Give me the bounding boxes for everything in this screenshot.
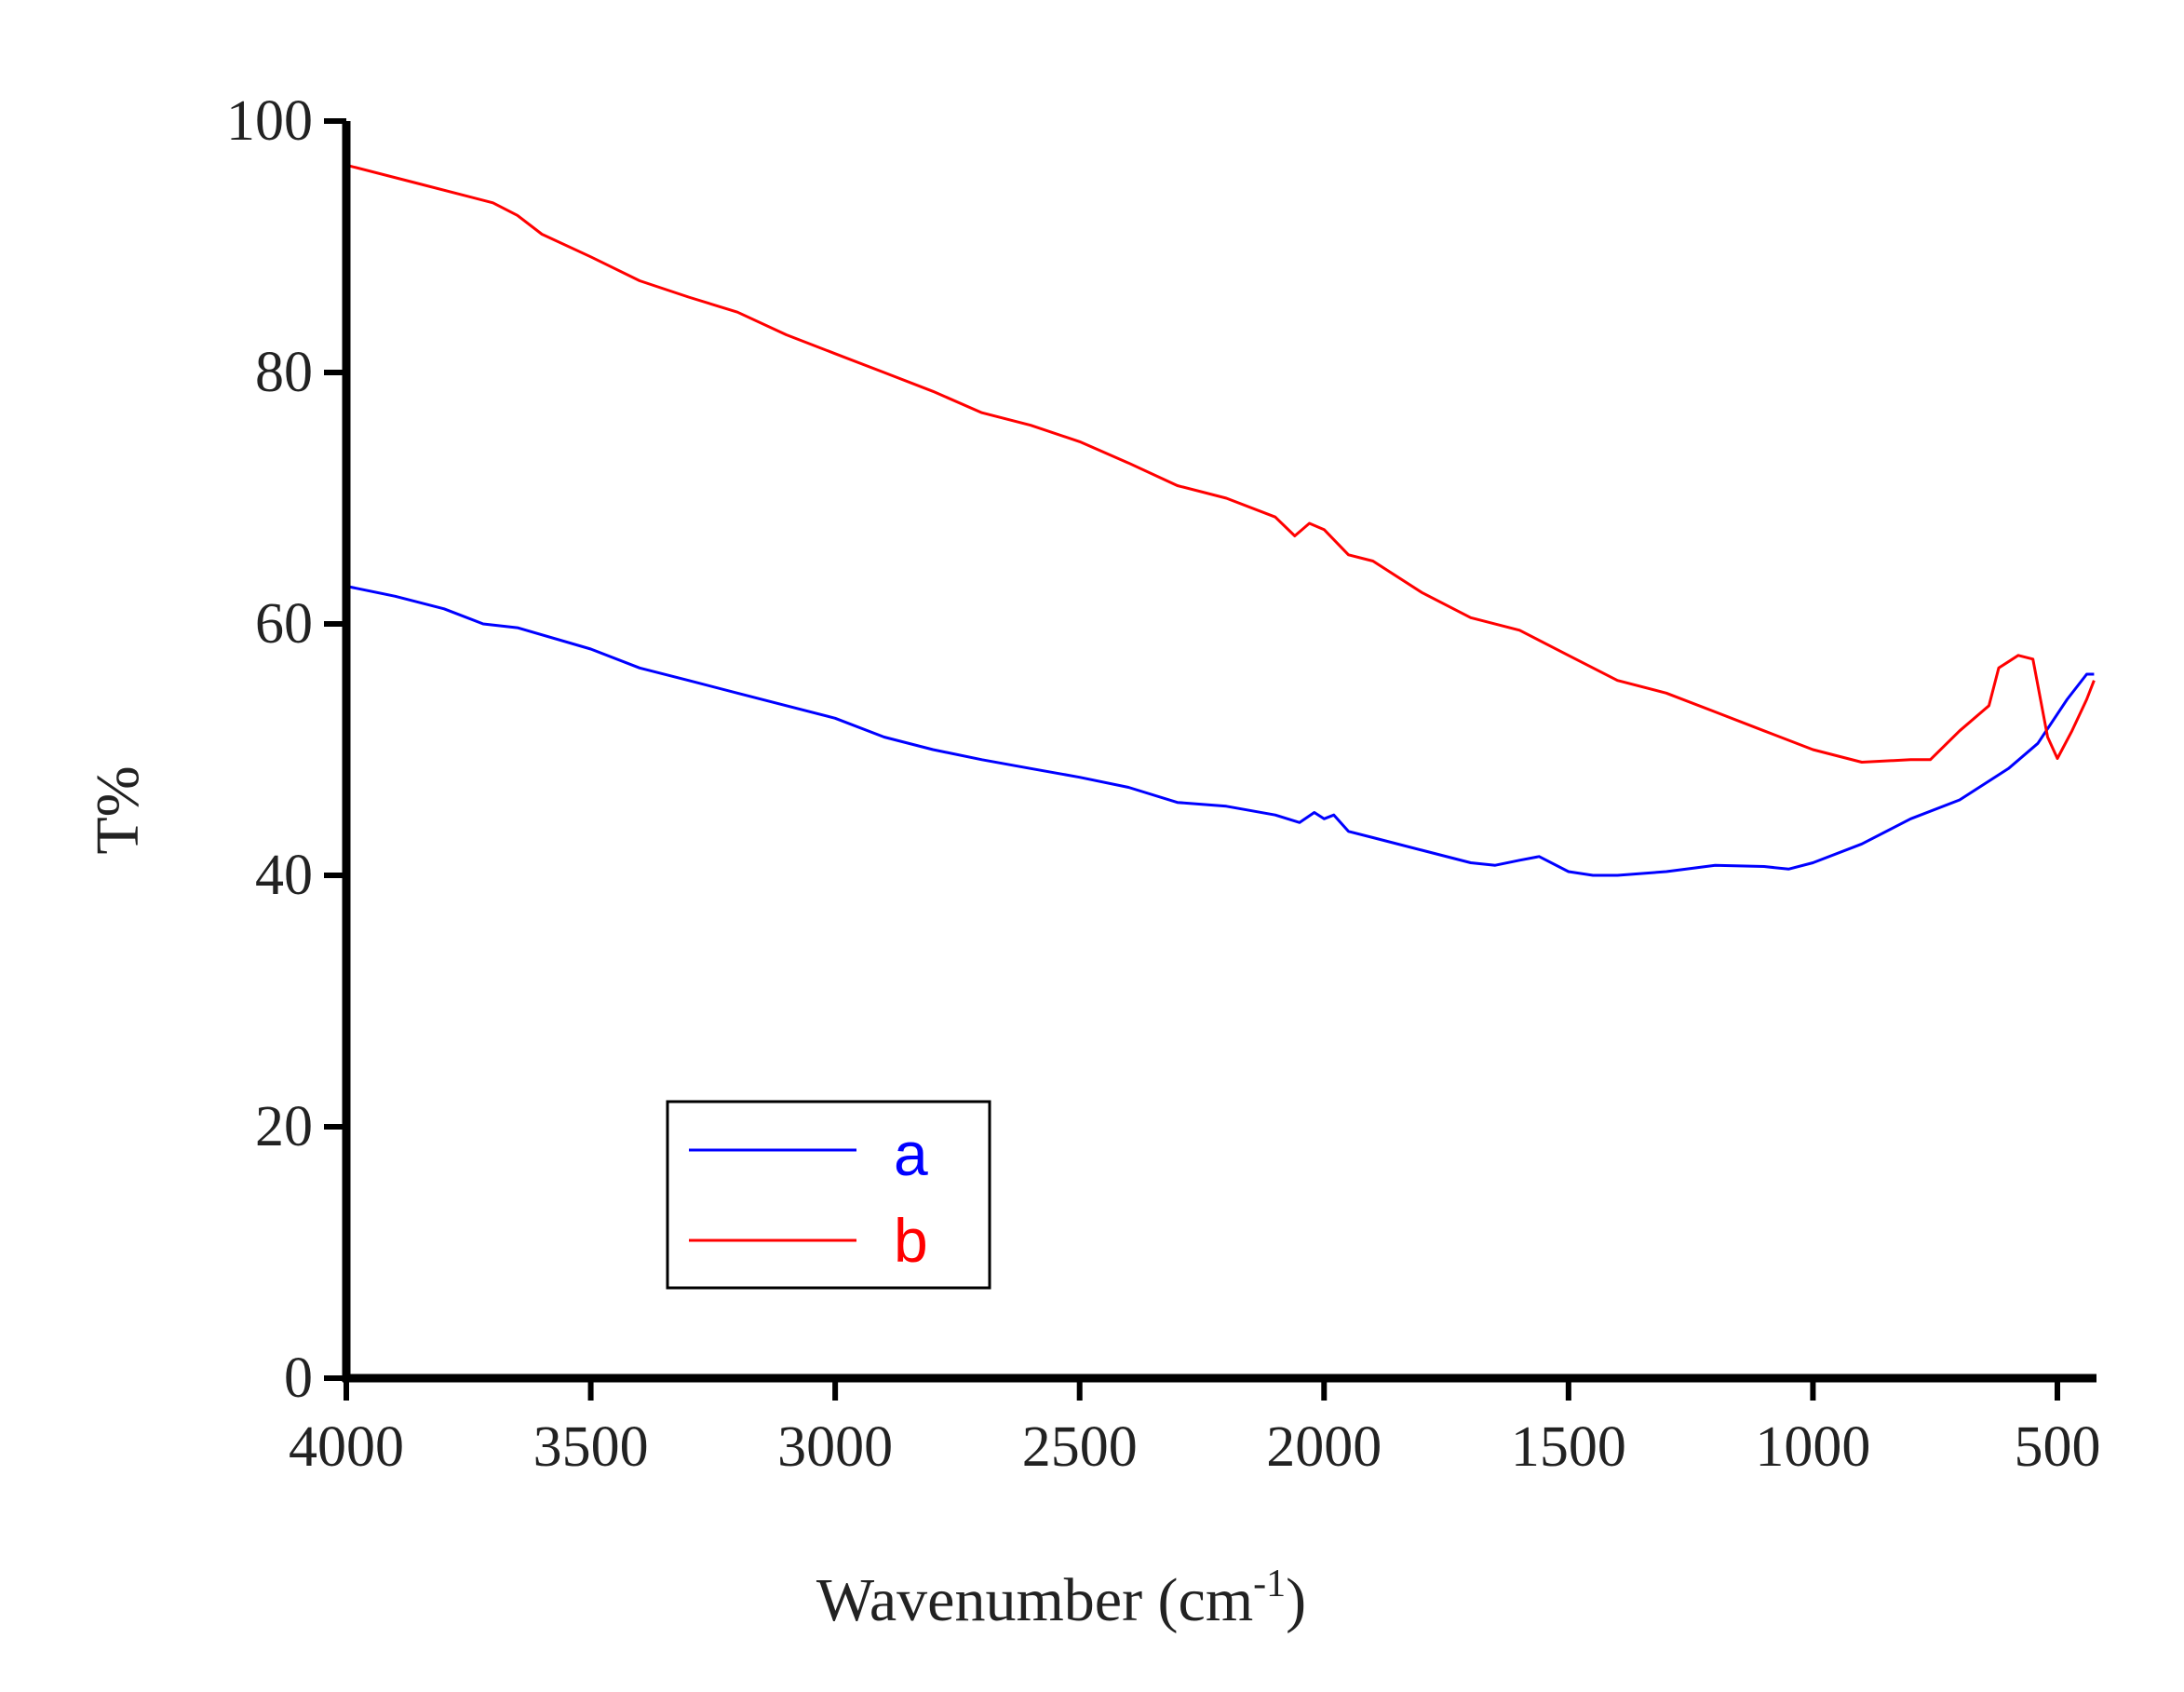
y-tick-label: 60 (255, 592, 313, 656)
legend-box (666, 1100, 991, 1290)
y-tick-label: 0 (284, 1347, 313, 1410)
x-axis-title-close: ) (1286, 1566, 1306, 1634)
plot-lines (345, 163, 2096, 877)
legend: a b (666, 1100, 991, 1290)
x-tick-label: 4000 (289, 1415, 404, 1479)
legend-label-b: b (894, 1206, 928, 1275)
x-tick-label: 1000 (1755, 1415, 1870, 1479)
y-tick-label: 20 (255, 1095, 313, 1158)
y-tick-label: 100 (226, 89, 313, 153)
x-tick-label: 3500 (533, 1415, 649, 1479)
x-ticks: 4000 3500 3000 2500 2000 1500 1000 500 (289, 1378, 2100, 1479)
legend-label-a: a (894, 1119, 928, 1188)
y-tick-label: 80 (255, 341, 313, 404)
x-tick-label: 500 (2014, 1415, 2100, 1479)
x-axis-title-main: Wavenumber (cm (816, 1566, 1253, 1634)
x-tick-label: 1500 (1511, 1415, 1626, 1479)
y-tick-label: 40 (255, 844, 313, 907)
x-axis-title-superscript: -1 (1253, 1563, 1286, 1605)
series-line-a (345, 585, 2095, 877)
y-ticks: 0 20 40 60 80 100 (226, 89, 346, 1410)
x-axis-title: Wavenumber (cm-1) (816, 1563, 1306, 1634)
x-tick-label: 2000 (1266, 1415, 1382, 1479)
x-tick-label: 2500 (1022, 1415, 1138, 1479)
axes (342, 121, 2096, 1383)
x-tick-label: 3000 (777, 1415, 893, 1479)
series-line-b (345, 163, 2096, 764)
y-axis-title: T% (84, 765, 152, 854)
